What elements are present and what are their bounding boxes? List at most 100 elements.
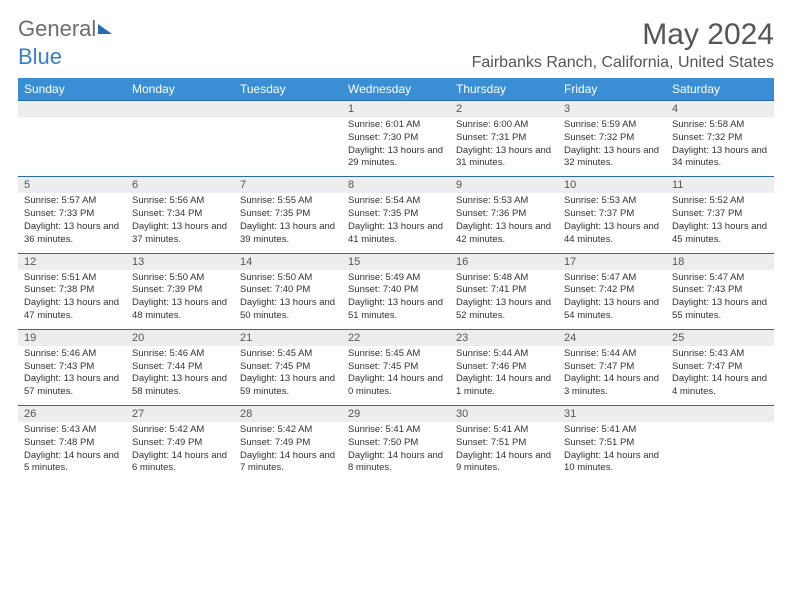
sunset-text: Sunset: 7:32 PM	[564, 132, 660, 145]
daylight-text: Daylight: 13 hours and 37 minutes.	[132, 221, 228, 247]
brand-logo: General	[18, 18, 112, 40]
sunrise-text: Sunrise: 5:58 AM	[672, 119, 768, 132]
sunset-text: Sunset: 7:46 PM	[456, 361, 552, 374]
day-cell: Sunrise: 5:41 AMSunset: 7:50 PMDaylight:…	[342, 422, 450, 481]
day-number-row: 19202122232425	[18, 329, 774, 346]
daylight-text: Daylight: 13 hours and 52 minutes.	[456, 297, 552, 323]
day-cell	[18, 117, 126, 176]
sunset-text: Sunset: 7:32 PM	[672, 132, 768, 145]
sunrise-text: Sunrise: 5:56 AM	[132, 195, 228, 208]
day-cell: Sunrise: 5:45 AMSunset: 7:45 PMDaylight:…	[342, 346, 450, 405]
daylight-text: Daylight: 13 hours and 41 minutes.	[348, 221, 444, 247]
weekday-label: Monday	[126, 78, 234, 100]
day-number: 17	[558, 254, 666, 270]
sunrise-text: Sunrise: 5:57 AM	[24, 195, 120, 208]
day-number: 19	[18, 330, 126, 346]
calendar: Sunday Monday Tuesday Wednesday Thursday…	[18, 78, 774, 481]
sunrise-text: Sunrise: 5:45 AM	[348, 348, 444, 361]
daylight-text: Daylight: 14 hours and 9 minutes.	[456, 450, 552, 476]
day-cell: Sunrise: 5:55 AMSunset: 7:35 PMDaylight:…	[234, 193, 342, 252]
sunrise-text: Sunrise: 6:00 AM	[456, 119, 552, 132]
sunrise-text: Sunrise: 5:41 AM	[456, 424, 552, 437]
day-number: 20	[126, 330, 234, 346]
sunrise-text: Sunrise: 5:44 AM	[564, 348, 660, 361]
day-number: 12	[18, 254, 126, 270]
day-cell: Sunrise: 5:50 AMSunset: 7:39 PMDaylight:…	[126, 270, 234, 329]
sunrise-text: Sunrise: 5:43 AM	[672, 348, 768, 361]
sunrise-text: Sunrise: 5:53 AM	[564, 195, 660, 208]
day-cell: Sunrise: 5:44 AMSunset: 7:46 PMDaylight:…	[450, 346, 558, 405]
day-cell: Sunrise: 6:01 AMSunset: 7:30 PMDaylight:…	[342, 117, 450, 176]
sunset-text: Sunset: 7:48 PM	[24, 437, 120, 450]
day-number-row: 1234	[18, 100, 774, 117]
sunrise-text: Sunrise: 5:42 AM	[240, 424, 336, 437]
sunrise-text: Sunrise: 5:52 AM	[672, 195, 768, 208]
daylight-text: Daylight: 13 hours and 51 minutes.	[348, 297, 444, 323]
weeks-container: 1234Sunrise: 6:01 AMSunset: 7:30 PMDayli…	[18, 100, 774, 481]
daylight-text: Daylight: 14 hours and 4 minutes.	[672, 373, 768, 399]
day-cell: Sunrise: 5:41 AMSunset: 7:51 PMDaylight:…	[558, 422, 666, 481]
daylight-text: Daylight: 13 hours and 42 minutes.	[456, 221, 552, 247]
sunset-text: Sunset: 7:37 PM	[672, 208, 768, 221]
sunset-text: Sunset: 7:51 PM	[456, 437, 552, 450]
sunset-text: Sunset: 7:36 PM	[456, 208, 552, 221]
day-detail-row: Sunrise: 5:51 AMSunset: 7:38 PMDaylight:…	[18, 270, 774, 329]
sunrise-text: Sunrise: 5:59 AM	[564, 119, 660, 132]
daylight-text: Daylight: 14 hours and 8 minutes.	[348, 450, 444, 476]
daylight-text: Daylight: 14 hours and 6 minutes.	[132, 450, 228, 476]
sunrise-text: Sunrise: 5:48 AM	[456, 272, 552, 285]
sunset-text: Sunset: 7:49 PM	[240, 437, 336, 450]
day-cell: Sunrise: 5:52 AMSunset: 7:37 PMDaylight:…	[666, 193, 774, 252]
day-cell: Sunrise: 5:43 AMSunset: 7:48 PMDaylight:…	[18, 422, 126, 481]
day-number: 11	[666, 177, 774, 193]
sunset-text: Sunset: 7:35 PM	[240, 208, 336, 221]
day-cell: Sunrise: 5:54 AMSunset: 7:35 PMDaylight:…	[342, 193, 450, 252]
sunset-text: Sunset: 7:31 PM	[456, 132, 552, 145]
sunset-text: Sunset: 7:30 PM	[348, 132, 444, 145]
daylight-text: Daylight: 13 hours and 55 minutes.	[672, 297, 768, 323]
day-cell: Sunrise: 5:41 AMSunset: 7:51 PMDaylight:…	[450, 422, 558, 481]
sunrise-text: Sunrise: 5:45 AM	[240, 348, 336, 361]
daylight-text: Daylight: 13 hours and 57 minutes.	[24, 373, 120, 399]
sunset-text: Sunset: 7:50 PM	[348, 437, 444, 450]
day-number	[666, 406, 774, 422]
weekday-label: Saturday	[666, 78, 774, 100]
day-cell: Sunrise: 5:50 AMSunset: 7:40 PMDaylight:…	[234, 270, 342, 329]
sunset-text: Sunset: 7:49 PM	[132, 437, 228, 450]
title-block: May 2024 Fairbanks Ranch, California, Un…	[472, 18, 774, 72]
logo-triangle-icon	[98, 24, 112, 34]
daylight-text: Daylight: 13 hours and 31 minutes.	[456, 145, 552, 171]
daylight-text: Daylight: 13 hours and 29 minutes.	[348, 145, 444, 171]
day-number: 5	[18, 177, 126, 193]
day-number: 10	[558, 177, 666, 193]
day-number	[126, 101, 234, 117]
day-number: 18	[666, 254, 774, 270]
day-cell	[126, 117, 234, 176]
day-detail-row: Sunrise: 5:57 AMSunset: 7:33 PMDaylight:…	[18, 193, 774, 252]
sunset-text: Sunset: 7:41 PM	[456, 284, 552, 297]
sunset-text: Sunset: 7:47 PM	[564, 361, 660, 374]
daylight-text: Daylight: 13 hours and 48 minutes.	[132, 297, 228, 323]
daylight-text: Daylight: 13 hours and 54 minutes.	[564, 297, 660, 323]
day-number: 28	[234, 406, 342, 422]
sunset-text: Sunset: 7:45 PM	[240, 361, 336, 374]
day-number: 14	[234, 254, 342, 270]
day-detail-row: Sunrise: 6:01 AMSunset: 7:30 PMDaylight:…	[18, 117, 774, 176]
weekday-label: Sunday	[18, 78, 126, 100]
weekday-label: Wednesday	[342, 78, 450, 100]
day-number: 26	[18, 406, 126, 422]
day-number	[234, 101, 342, 117]
location-text: Fairbanks Ranch, California, United Stat…	[472, 54, 774, 72]
sunset-text: Sunset: 7:38 PM	[24, 284, 120, 297]
sunset-text: Sunset: 7:40 PM	[240, 284, 336, 297]
day-cell: Sunrise: 5:58 AMSunset: 7:32 PMDaylight:…	[666, 117, 774, 176]
day-cell	[666, 422, 774, 481]
sunset-text: Sunset: 7:35 PM	[348, 208, 444, 221]
day-number: 15	[342, 254, 450, 270]
day-number: 7	[234, 177, 342, 193]
sunrise-text: Sunrise: 5:47 AM	[564, 272, 660, 285]
day-number: 4	[666, 101, 774, 117]
sunset-text: Sunset: 7:44 PM	[132, 361, 228, 374]
day-number: 30	[450, 406, 558, 422]
day-cell: Sunrise: 5:48 AMSunset: 7:41 PMDaylight:…	[450, 270, 558, 329]
